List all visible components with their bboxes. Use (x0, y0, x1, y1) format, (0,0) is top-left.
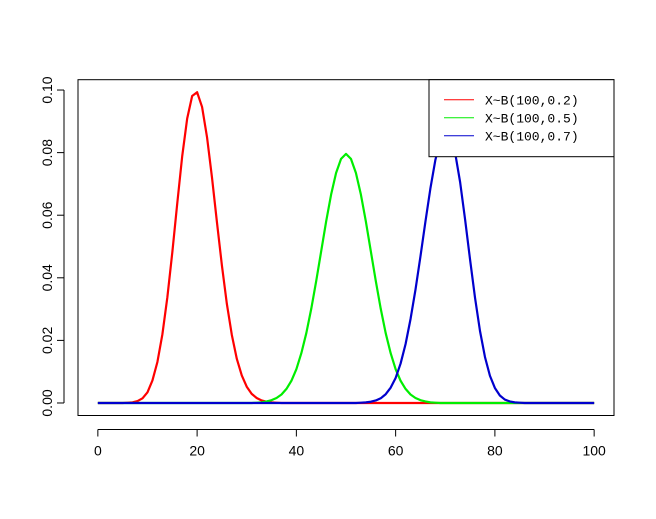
legend-label: X~B(100,0.5) (485, 112, 579, 127)
y-tick-label: 0.10 (39, 76, 55, 103)
x-tick-label: 40 (289, 443, 305, 459)
y-tick-label: 0.06 (39, 201, 55, 228)
x-tick-label: 100 (582, 443, 606, 459)
x-tick-label: 60 (388, 443, 404, 459)
legend-label: X~B(100,0.2) (485, 94, 579, 109)
y-tick-label: 0.04 (39, 264, 55, 291)
x-tick-label: 20 (189, 443, 205, 459)
x-tick-label: 80 (487, 443, 503, 459)
series-line (97, 130, 595, 405)
legend-label: X~B(100,0.7) (485, 130, 579, 145)
y-tick-label: 0.02 (39, 327, 55, 354)
y-tick-label: 0.00 (39, 389, 55, 416)
x-tick-label: 0 (94, 443, 102, 459)
plot-frame (77, 79, 615, 416)
y-tick-label: 0.08 (39, 139, 55, 166)
